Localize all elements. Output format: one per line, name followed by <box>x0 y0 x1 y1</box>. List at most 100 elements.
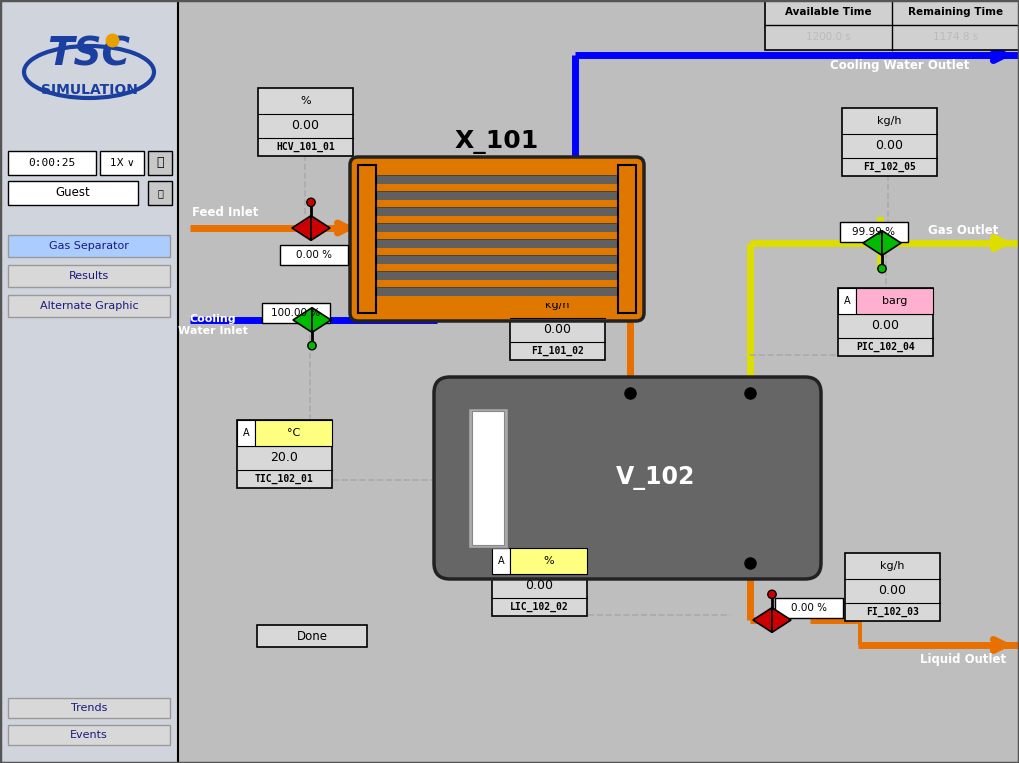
Text: 1200.0 s: 1200.0 s <box>806 32 851 42</box>
Text: 0.00 %: 0.00 % <box>791 603 827 613</box>
Text: 0.00: 0.00 <box>875 139 904 153</box>
Text: 0:00:25: 0:00:25 <box>29 158 75 168</box>
Bar <box>372 296 622 303</box>
Bar <box>148 181 172 205</box>
Polygon shape <box>863 230 882 256</box>
Bar <box>618 165 636 313</box>
Bar <box>372 232 622 239</box>
Polygon shape <box>772 607 791 633</box>
Bar <box>858 620 862 645</box>
Bar <box>372 216 622 223</box>
Bar <box>8 725 170 745</box>
Text: FI_102_05: FI_102_05 <box>863 162 916 172</box>
Bar <box>8 265 170 287</box>
Text: Gas Outlet: Gas Outlet <box>928 224 999 237</box>
Bar <box>100 151 144 175</box>
Text: Events: Events <box>70 730 108 740</box>
Polygon shape <box>292 216 311 240</box>
FancyBboxPatch shape <box>350 157 644 321</box>
Text: 0.00: 0.00 <box>291 119 320 132</box>
Bar <box>492 548 510 574</box>
Bar <box>372 223 622 232</box>
Text: 🖨: 🖨 <box>157 188 163 198</box>
Bar <box>372 255 622 264</box>
Bar <box>765 0 1019 50</box>
Bar <box>372 200 622 207</box>
Text: °C: °C <box>287 428 301 438</box>
Text: 99.99 %: 99.99 % <box>853 227 896 237</box>
Bar <box>842 108 937 176</box>
Circle shape <box>308 342 316 349</box>
Text: Alternate Graphic: Alternate Graphic <box>40 301 139 311</box>
Text: A: A <box>243 428 250 438</box>
Bar <box>372 271 622 280</box>
Text: HCV_101_01: HCV_101_01 <box>276 142 335 152</box>
Bar <box>372 239 622 248</box>
Text: %: % <box>543 556 553 566</box>
Text: Gas Separator: Gas Separator <box>49 241 129 251</box>
Bar <box>148 151 172 175</box>
Bar <box>8 698 170 718</box>
Text: TSC: TSC <box>48 36 130 74</box>
Text: 1174.8 s: 1174.8 s <box>932 32 978 42</box>
Polygon shape <box>882 230 901 256</box>
Bar <box>257 625 367 647</box>
FancyBboxPatch shape <box>434 377 821 579</box>
Text: Available Time: Available Time <box>786 7 872 17</box>
Bar <box>372 184 622 191</box>
Text: kg/h: kg/h <box>545 300 570 310</box>
Polygon shape <box>311 216 330 240</box>
Bar <box>255 420 332 446</box>
Text: V_102: V_102 <box>616 466 696 490</box>
Bar <box>237 420 255 446</box>
Bar <box>838 288 933 356</box>
Bar <box>840 222 908 242</box>
Bar <box>510 292 605 360</box>
Text: TIC_102_01: TIC_102_01 <box>255 474 314 484</box>
Text: A: A <box>497 556 504 566</box>
Bar <box>237 420 332 488</box>
Bar <box>468 408 508 548</box>
Bar <box>0 0 178 763</box>
Bar <box>492 548 587 616</box>
Text: %: % <box>301 96 311 106</box>
Bar <box>262 303 330 323</box>
Text: A: A <box>844 296 850 306</box>
Text: X_101: X_101 <box>454 130 539 154</box>
Text: LIC_102_02: LIC_102_02 <box>511 602 569 612</box>
Text: Cooling Water Outlet: Cooling Water Outlet <box>830 59 970 72</box>
Bar <box>280 245 348 265</box>
Text: Results: Results <box>69 271 109 281</box>
Bar <box>258 88 353 156</box>
Bar <box>358 165 376 313</box>
Text: ⏸: ⏸ <box>156 156 164 169</box>
Bar <box>372 264 622 271</box>
Text: 0.00: 0.00 <box>871 319 900 332</box>
Bar <box>856 288 933 314</box>
Text: 0.00 %: 0.00 % <box>296 250 332 260</box>
Bar <box>8 295 170 317</box>
Text: Cooling
Water Inlet: Cooling Water Inlet <box>178 314 248 336</box>
Text: 0.00: 0.00 <box>878 584 907 597</box>
Text: Guest: Guest <box>56 186 91 199</box>
Bar <box>775 598 843 618</box>
Bar <box>372 287 622 296</box>
Bar <box>845 553 940 621</box>
Text: Remaining Time: Remaining Time <box>908 7 1003 17</box>
Bar <box>372 207 622 216</box>
Text: Feed Inlet: Feed Inlet <box>192 207 258 220</box>
Text: kg/h: kg/h <box>877 116 902 126</box>
Bar <box>838 288 856 314</box>
Bar <box>8 235 170 257</box>
Text: Trends: Trends <box>70 703 107 713</box>
Text: kg/h: kg/h <box>880 561 905 571</box>
Circle shape <box>768 590 776 598</box>
Bar <box>372 280 622 287</box>
Text: 1X ∨: 1X ∨ <box>110 158 135 168</box>
Text: 0.00: 0.00 <box>526 579 553 592</box>
Text: PIC_102_04: PIC_102_04 <box>856 342 915 352</box>
Text: Liquid Outlet: Liquid Outlet <box>920 653 1006 667</box>
Text: 20.0: 20.0 <box>271 451 299 464</box>
Text: SIMULATION: SIMULATION <box>41 83 138 97</box>
Polygon shape <box>293 307 312 333</box>
